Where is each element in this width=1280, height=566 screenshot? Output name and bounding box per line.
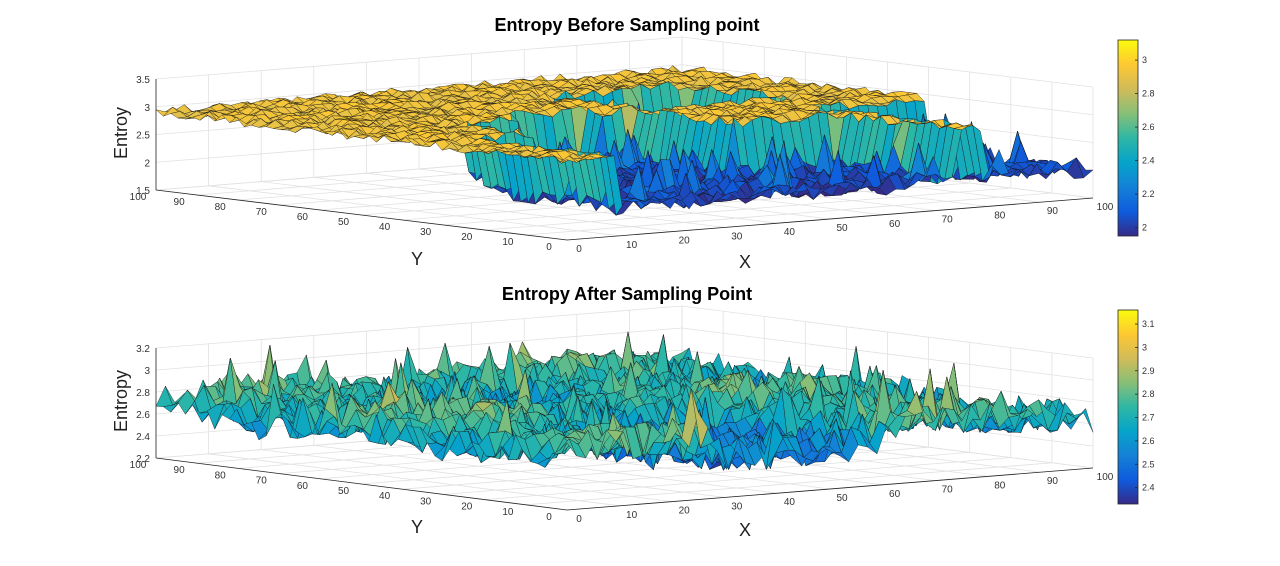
y-tick-label: 0 [546,242,552,253]
x-tick-label: 40 [784,227,796,238]
x-tick-label: 80 [994,210,1006,221]
colorbar-tick-label: 2.8 [1142,89,1155,99]
x-tick-label: 100 [1097,202,1114,213]
x-tick-label: 90 [1047,206,1059,217]
y-tick-label: 70 [256,207,268,218]
grid-line [155,36,1094,88]
y-tick-label: 30 [420,227,432,238]
z-tick-label: 2.5 [136,131,150,142]
colorbar-tick-label: 2.4 [1142,156,1155,166]
x-tick-label: 10 [626,240,638,251]
chart-title: Entropy After Sampling Point [502,284,752,304]
z-tick-label: 3.5 [136,75,150,86]
colorbar [1117,39,1139,237]
y-tick-label: 50 [338,217,350,228]
y-tick-label: 10 [502,237,514,248]
y-tick-label: 80 [215,202,227,213]
y-axis-line [155,457,568,511]
y-tick-label: 90 [174,197,186,208]
y-tick-label: 60 [297,212,309,223]
surface-patch [177,389,195,415]
x-tick-label: 70 [942,215,954,226]
x-tick-label: 30 [731,231,743,242]
x-tick-label: 50 [836,223,848,234]
colorbar-tick-label: 3 [1142,55,1147,65]
y-axis-label: Y [411,249,423,269]
z-tick-label: 3 [144,103,150,114]
x-tick-label: 20 [679,236,691,247]
y-tick-label: 20 [461,232,473,243]
colorbar-tick-label: 2.6 [1142,122,1155,132]
surface [155,65,1094,216]
x-tick-label: 60 [889,219,901,230]
y-axis-line [155,189,568,241]
x-axis-label: X [739,252,751,272]
chart-title: Entropy Before Sampling point [494,15,759,35]
y-tick-label: 40 [379,222,391,233]
colorbar-tick-label: 2 [1142,223,1147,233]
colorbar-tick-label: 2.2 [1142,189,1155,199]
z-axis-label: Entroy [111,107,131,159]
z-tick-label: 2 [144,158,150,169]
x-axis-line [566,197,1094,241]
surface [155,331,1094,471]
z-tick-label: 1.5 [136,186,150,197]
x-axis-line [566,467,1094,511]
x-tick-label: 0 [576,244,582,255]
grid-line [155,64,1094,116]
axes [155,79,1094,241]
